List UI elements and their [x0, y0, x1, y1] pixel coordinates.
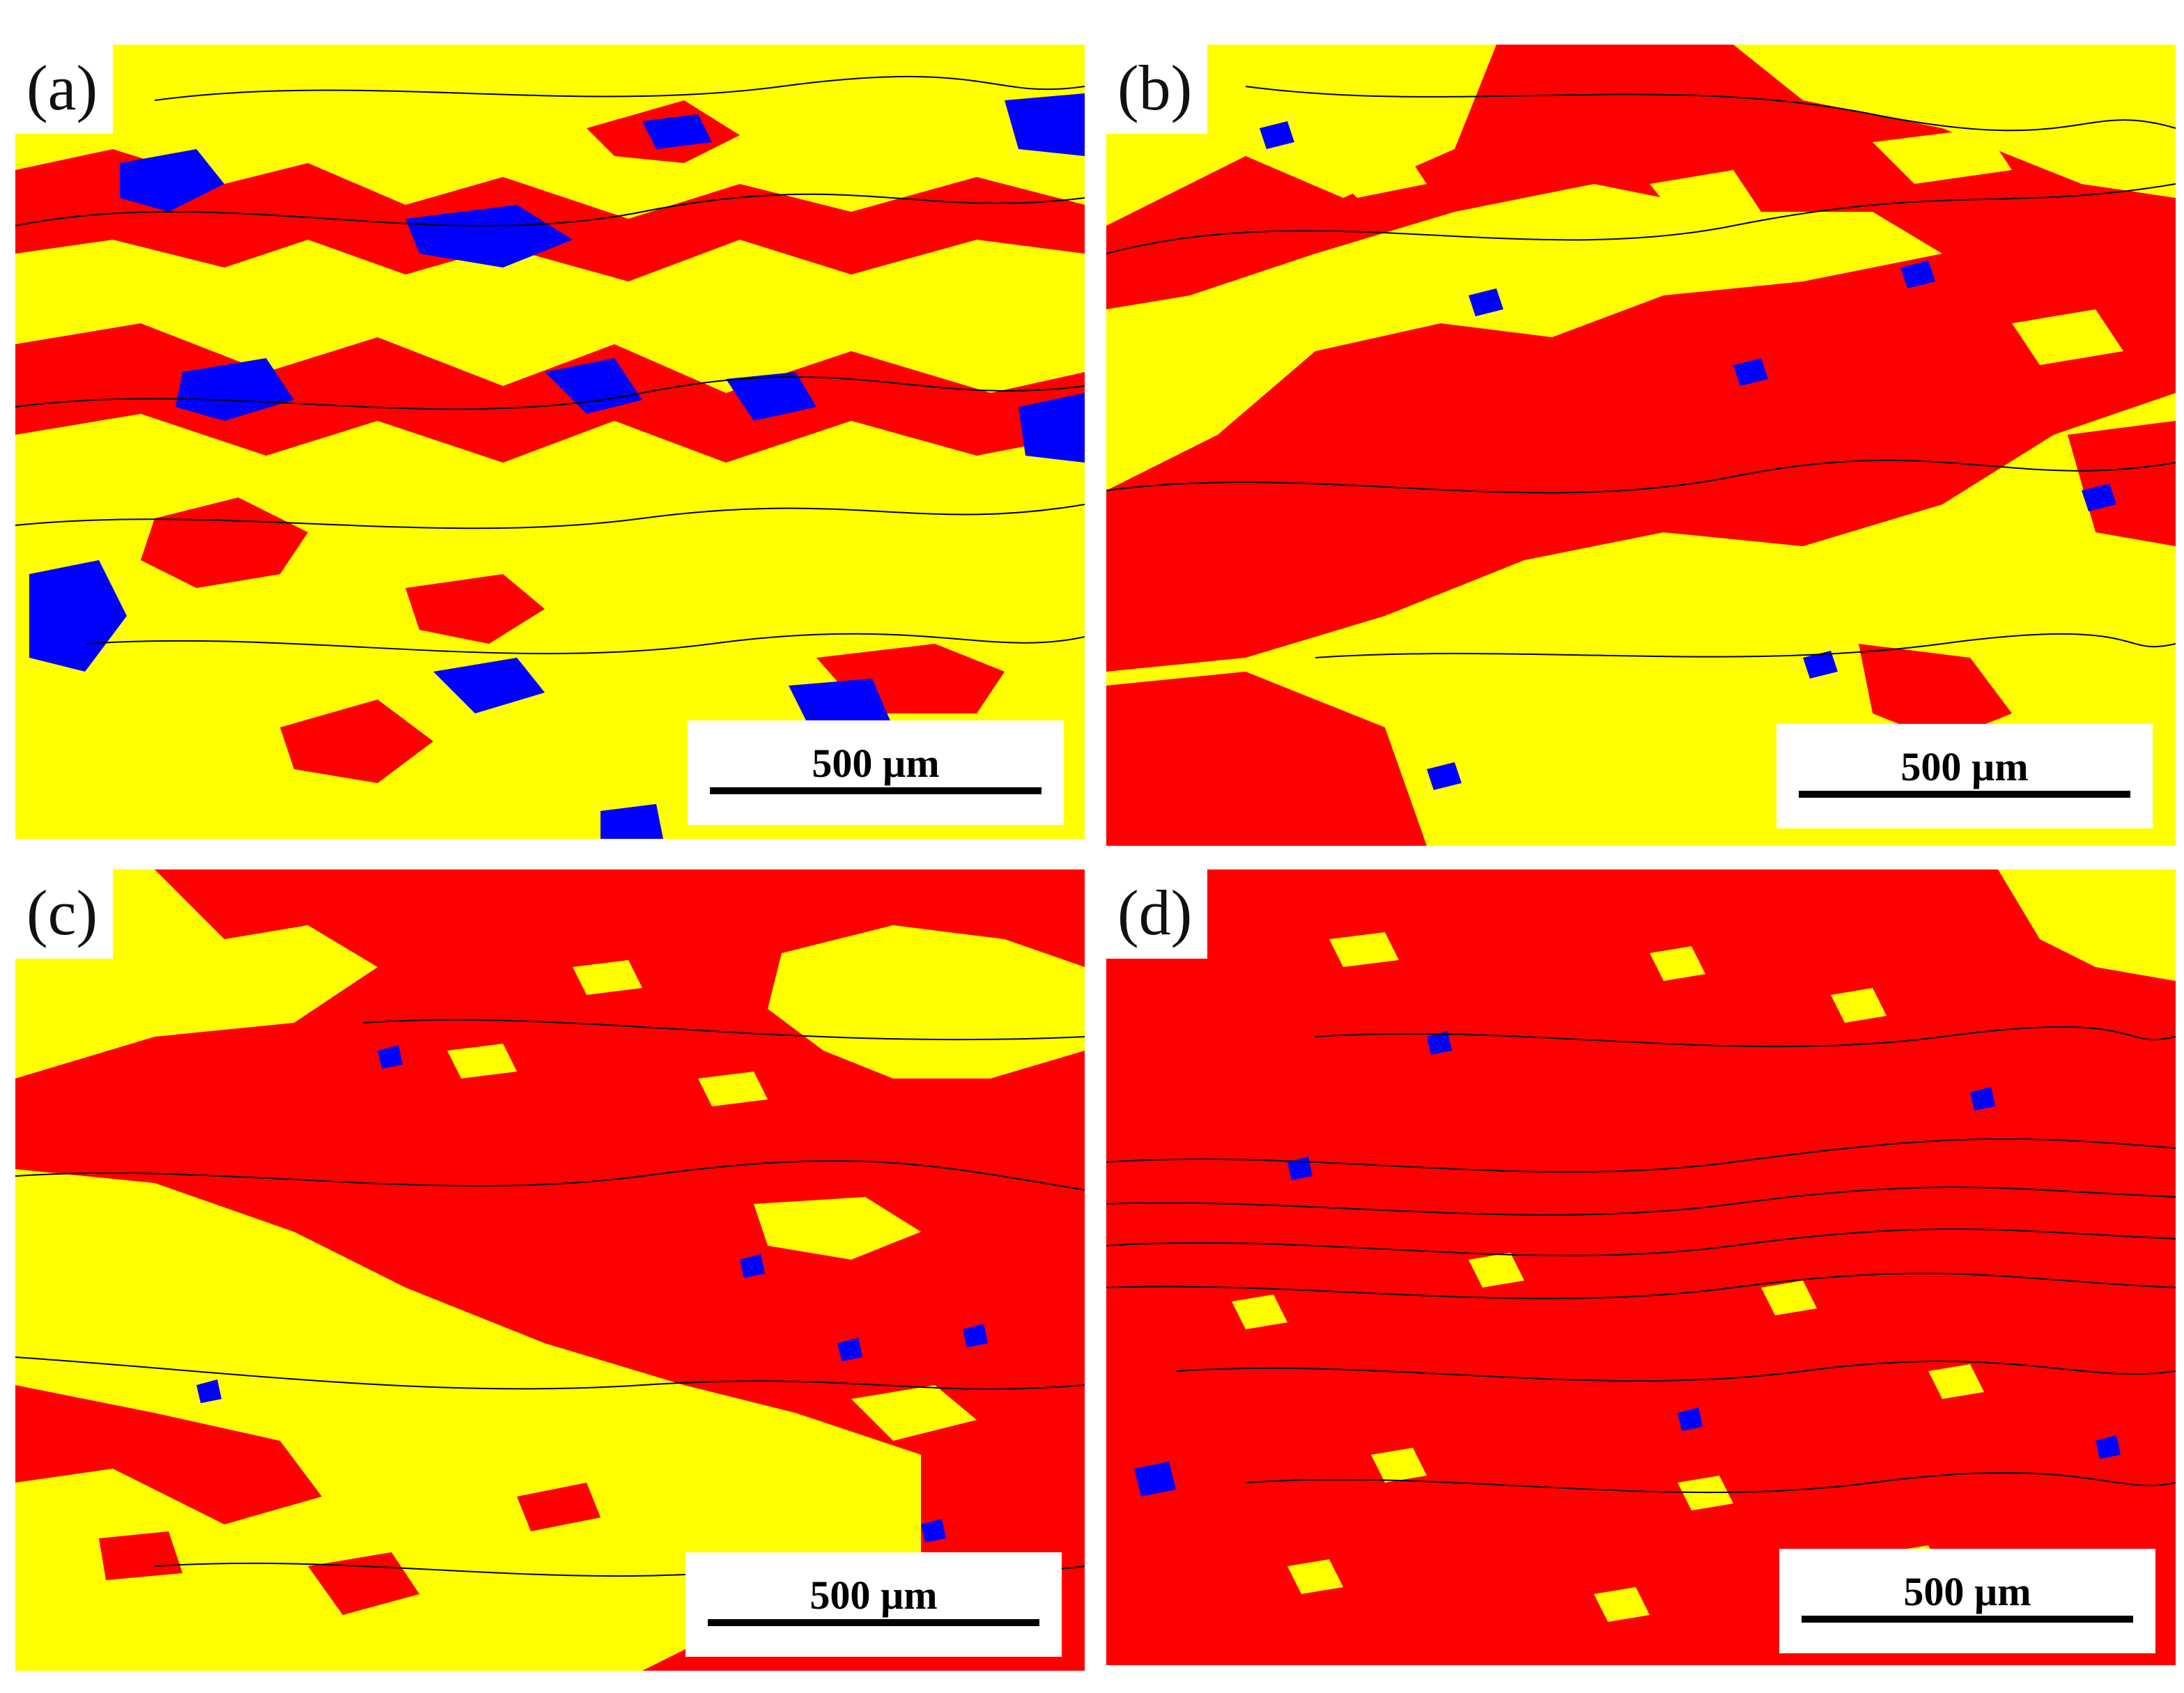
panel-label: (c) — [15, 869, 114, 959]
phase-map-d — [1106, 869, 2176, 1665]
micrograph-panel-c: (c) 500 µm — [15, 869, 1085, 1671]
panel-label: (d) — [1106, 869, 1208, 959]
phase-map-c — [15, 869, 1085, 1671]
phase-map-a — [15, 45, 1085, 839]
scale-bar: 500 µm — [686, 1552, 1062, 1657]
micrograph-panel-a: (a) 500 µm — [15, 45, 1085, 839]
scale-bar: 500 µm — [1779, 1549, 2155, 1653]
phase-map-b — [1106, 45, 2176, 846]
scale-bar-label: 500 µm — [1900, 744, 2029, 789]
scale-bar: 500 µm — [1776, 724, 2153, 828]
scale-bar-line — [1802, 1616, 2133, 1623]
scale-bar-label: 500 µm — [1903, 1569, 2031, 1614]
scale-bar: 500 µm — [688, 720, 1064, 825]
scale-bar-label: 500 µm — [810, 1572, 938, 1618]
scale-bar-line — [708, 1619, 1039, 1626]
panel-label: (a) — [15, 45, 114, 134]
scale-bar-line — [710, 787, 1041, 794]
micrograph-panel-b: (b) 500 µm — [1106, 45, 2176, 846]
micrograph-panel-d: (d) 500 µm — [1106, 869, 2176, 1665]
panel-label: (b) — [1106, 45, 1208, 134]
scale-bar-line — [1799, 791, 2130, 798]
scale-bar-label: 500 µm — [812, 741, 940, 786]
